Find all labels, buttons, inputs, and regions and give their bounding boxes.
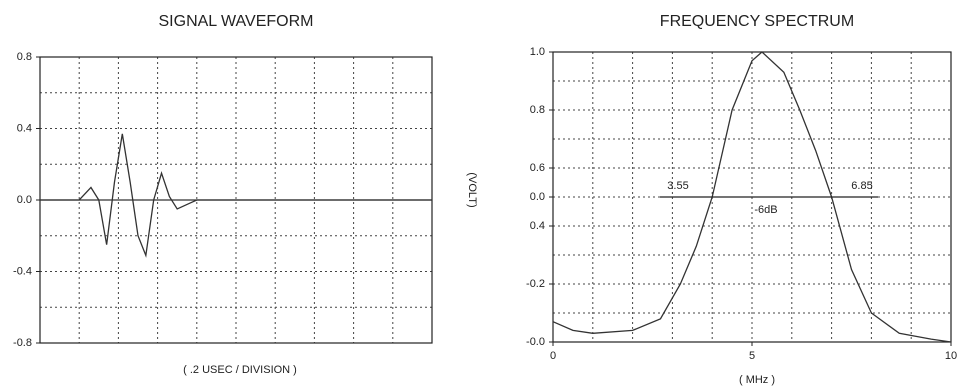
line-series xyxy=(40,133,432,258)
x-tick-label: 5 xyxy=(749,350,755,362)
y-tick-label: -0.0 xyxy=(526,336,545,348)
y-tick-label: 1.0 xyxy=(530,46,545,58)
y-tick-label: -0.8 xyxy=(13,337,32,349)
y-tick-label: 0.0 xyxy=(530,191,545,203)
y-tick-label: 0.0 xyxy=(17,194,32,206)
chart-title: FREQUENCY SPECTRUM xyxy=(660,13,854,30)
y-tick-label: 0.4 xyxy=(17,122,32,134)
annotation: 6.85 xyxy=(851,180,872,192)
annotation: 3.55 xyxy=(667,180,688,192)
y-tick-label: -0.2 xyxy=(526,278,545,290)
y-tick-label: 0.8 xyxy=(17,51,32,63)
y-tick-label: 0.8 xyxy=(530,104,545,116)
y-tick-label: -0.4 xyxy=(13,265,32,277)
chart-title: SIGNAL WAVEFORM xyxy=(159,13,314,30)
x-axis-label: ( .2 USEC / DIVISION ) xyxy=(183,364,297,376)
x-axis-label: ( MHz ) xyxy=(739,374,775,386)
annotation: -6dB xyxy=(754,204,777,216)
line-series xyxy=(552,51,952,343)
x-tick-label: 0 xyxy=(550,350,556,362)
y-tick-label: 0.4 xyxy=(530,220,545,232)
y-axis-label: (VOLT) xyxy=(466,172,478,207)
y-tick-label: 0.6 xyxy=(530,162,545,174)
x-tick-label: 10 xyxy=(945,350,957,362)
